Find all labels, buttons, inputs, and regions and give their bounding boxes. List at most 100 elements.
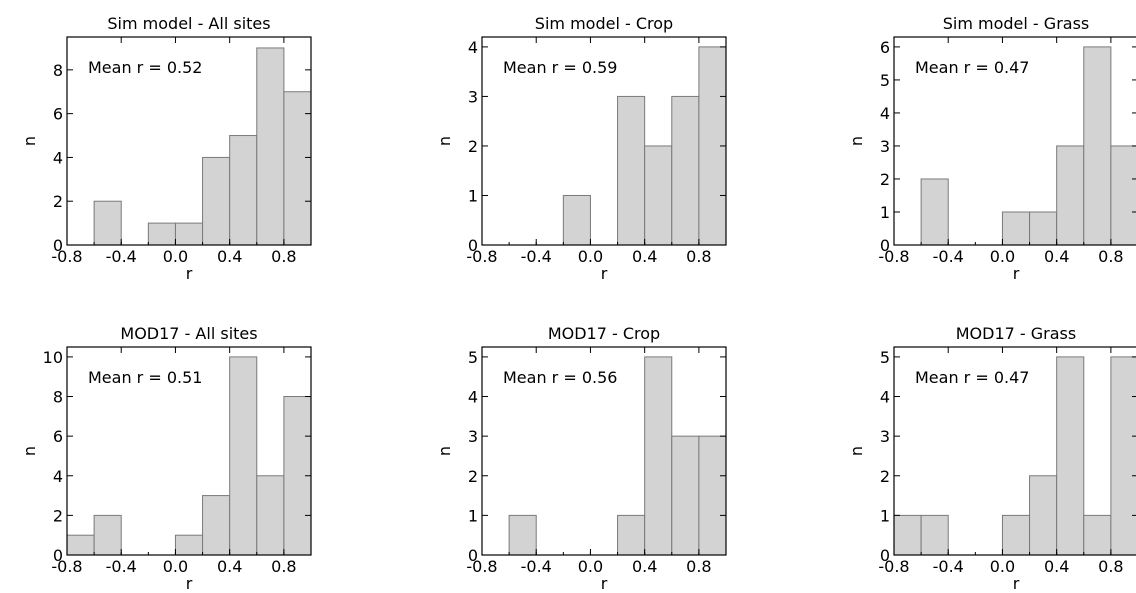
panel-5: -0.8 -0.4 0.0 0.4 0.8 0 1 2 3 4 5 MOD17 - Crop Mean … (435, 324, 727, 593)
panel-title: MOD17 - All sites (120, 324, 257, 343)
x-tick-label: 0.4 (632, 557, 657, 576)
x-axis-label: r (1013, 264, 1020, 283)
y-tick-label: 6 (53, 105, 63, 124)
histogram-bar (671, 435, 700, 556)
y-tick-label: 5 (880, 348, 890, 367)
x-tick-label: -0.4 (933, 557, 964, 576)
plot-frame (481, 36, 727, 246)
y-tick-label: 4 (468, 388, 478, 407)
histogram-bar (202, 495, 231, 556)
histogram-bar (617, 95, 646, 246)
panel-2: -0.8 -0.4 0.0 0.4 0.8 0 1 2 3 4 Sim model - Crop Me… (435, 14, 727, 283)
panel-3: -0.8 -0.4 0.0 0.4 0.8 0 1 2 3 4 5 6 Sim model - Gras… (847, 14, 1136, 283)
y-axis-label: n (20, 136, 39, 146)
y-tick-label: 2 (468, 137, 478, 156)
x-tick-label: -0.8 (466, 557, 497, 576)
y-tick-label: 1 (468, 186, 478, 205)
y-tick-label: 2 (53, 506, 63, 525)
panel-title: Sim model - Grass (943, 14, 1090, 33)
y-tick-label: 3 (468, 87, 478, 106)
histogram-bar (66, 534, 95, 556)
histogram-bar (617, 514, 646, 556)
histogram-bar (1056, 356, 1085, 556)
x-axis-label: r (601, 574, 608, 589)
x-axis-label: r (186, 574, 193, 589)
x-tick-label: -0.8 (878, 557, 909, 576)
histogram-bar (698, 435, 727, 556)
y-axis-label: n (847, 446, 866, 456)
x-tick-label: 0.0 (578, 247, 603, 266)
histogram-bar (1001, 514, 1031, 556)
panel-title: MOD17 - Crop (548, 324, 660, 343)
histogram-bar (1029, 475, 1058, 556)
histogram-bar (202, 156, 231, 246)
histogram-bar (229, 135, 258, 246)
y-tick-label: 3 (468, 427, 478, 446)
x-tick-label: 0.8 (271, 557, 296, 576)
y-tick-label: 2 (880, 170, 890, 189)
histogram-bar (283, 91, 312, 246)
mean-r-annotation: Mean r = 0.47 (915, 368, 1029, 387)
y-tick-label: 0 (468, 546, 478, 565)
panel-title: Sim model - All sites (107, 14, 270, 33)
histogram-bar (93, 200, 122, 246)
histogram-bar (562, 194, 591, 246)
histogram-bar (229, 356, 258, 556)
x-tick-label: -0.8 (51, 557, 82, 576)
histogram-bar (256, 475, 285, 556)
x-tick-label: 0.4 (632, 247, 657, 266)
histogram-bar (256, 47, 285, 246)
y-tick-label: 5 (468, 348, 478, 367)
x-tick-label: 0.0 (578, 557, 603, 576)
panel-1: -0.8 -0.4 0.0 0.4 0.8 0 2 4 6 8 Sim model - All si… (20, 14, 312, 283)
y-tick-label: 6 (880, 38, 890, 57)
histogram-bar (1001, 211, 1031, 246)
y-tick-label: 8 (53, 388, 63, 407)
y-tick-label: 3 (880, 137, 890, 156)
plot-frame (893, 36, 1136, 246)
histogram-bar (174, 534, 204, 556)
x-tick-label: 0.0 (990, 557, 1015, 576)
y-tick-label: 1 (880, 506, 890, 525)
histogram-bar (893, 514, 922, 556)
histogram-bar (644, 356, 673, 556)
plot-frame (66, 36, 312, 246)
x-tick-label: 0.0 (990, 247, 1015, 266)
x-tick-label: 0.8 (686, 247, 711, 266)
panel-6: -0.8 -0.4 0.0 0.4 0.8 0 1 2 3 4 5 MOD17 - Grass Mean… (847, 324, 1136, 593)
x-tick-label: 0.4 (217, 247, 242, 266)
y-tick-label: 2 (880, 467, 890, 486)
histogram-bar (1110, 356, 1136, 556)
x-axis-label: r (1013, 574, 1020, 589)
histogram-bar (508, 514, 537, 556)
y-tick-label: 6 (53, 427, 63, 446)
plot-frame (481, 346, 727, 556)
y-tick-label: 5 (880, 71, 890, 90)
y-tick-label: 1 (880, 203, 890, 222)
y-tick-label: 2 (53, 192, 63, 211)
x-tick-label: 0.8 (1098, 247, 1123, 266)
mean-r-annotation: Mean r = 0.47 (915, 58, 1029, 77)
y-tick-label: 10 (43, 348, 63, 367)
x-tick-label: 0.4 (1044, 557, 1069, 576)
x-tick-label: 0.0 (163, 557, 188, 576)
mean-r-annotation: Mean r = 0.59 (503, 58, 617, 77)
histogram-bar (1110, 145, 1136, 246)
x-axis-label: r (186, 264, 193, 283)
mean-r-annotation: Mean r = 0.52 (88, 58, 202, 77)
histogram-bar (1083, 514, 1112, 556)
y-tick-label: 4 (53, 467, 63, 486)
panel-title: MOD17 - Grass (956, 324, 1076, 343)
x-tick-label: -0.4 (933, 247, 964, 266)
y-tick-label: 0 (468, 236, 478, 255)
y-tick-label: 4 (880, 104, 890, 123)
x-axis-label: r (601, 264, 608, 283)
histogram-bar (644, 145, 673, 246)
y-axis-label: n (435, 136, 454, 146)
x-tick-label: -0.4 (521, 557, 552, 576)
histogram-bar (174, 222, 204, 246)
histogram-bar (93, 514, 122, 556)
x-tick-label: -0.4 (521, 247, 552, 266)
